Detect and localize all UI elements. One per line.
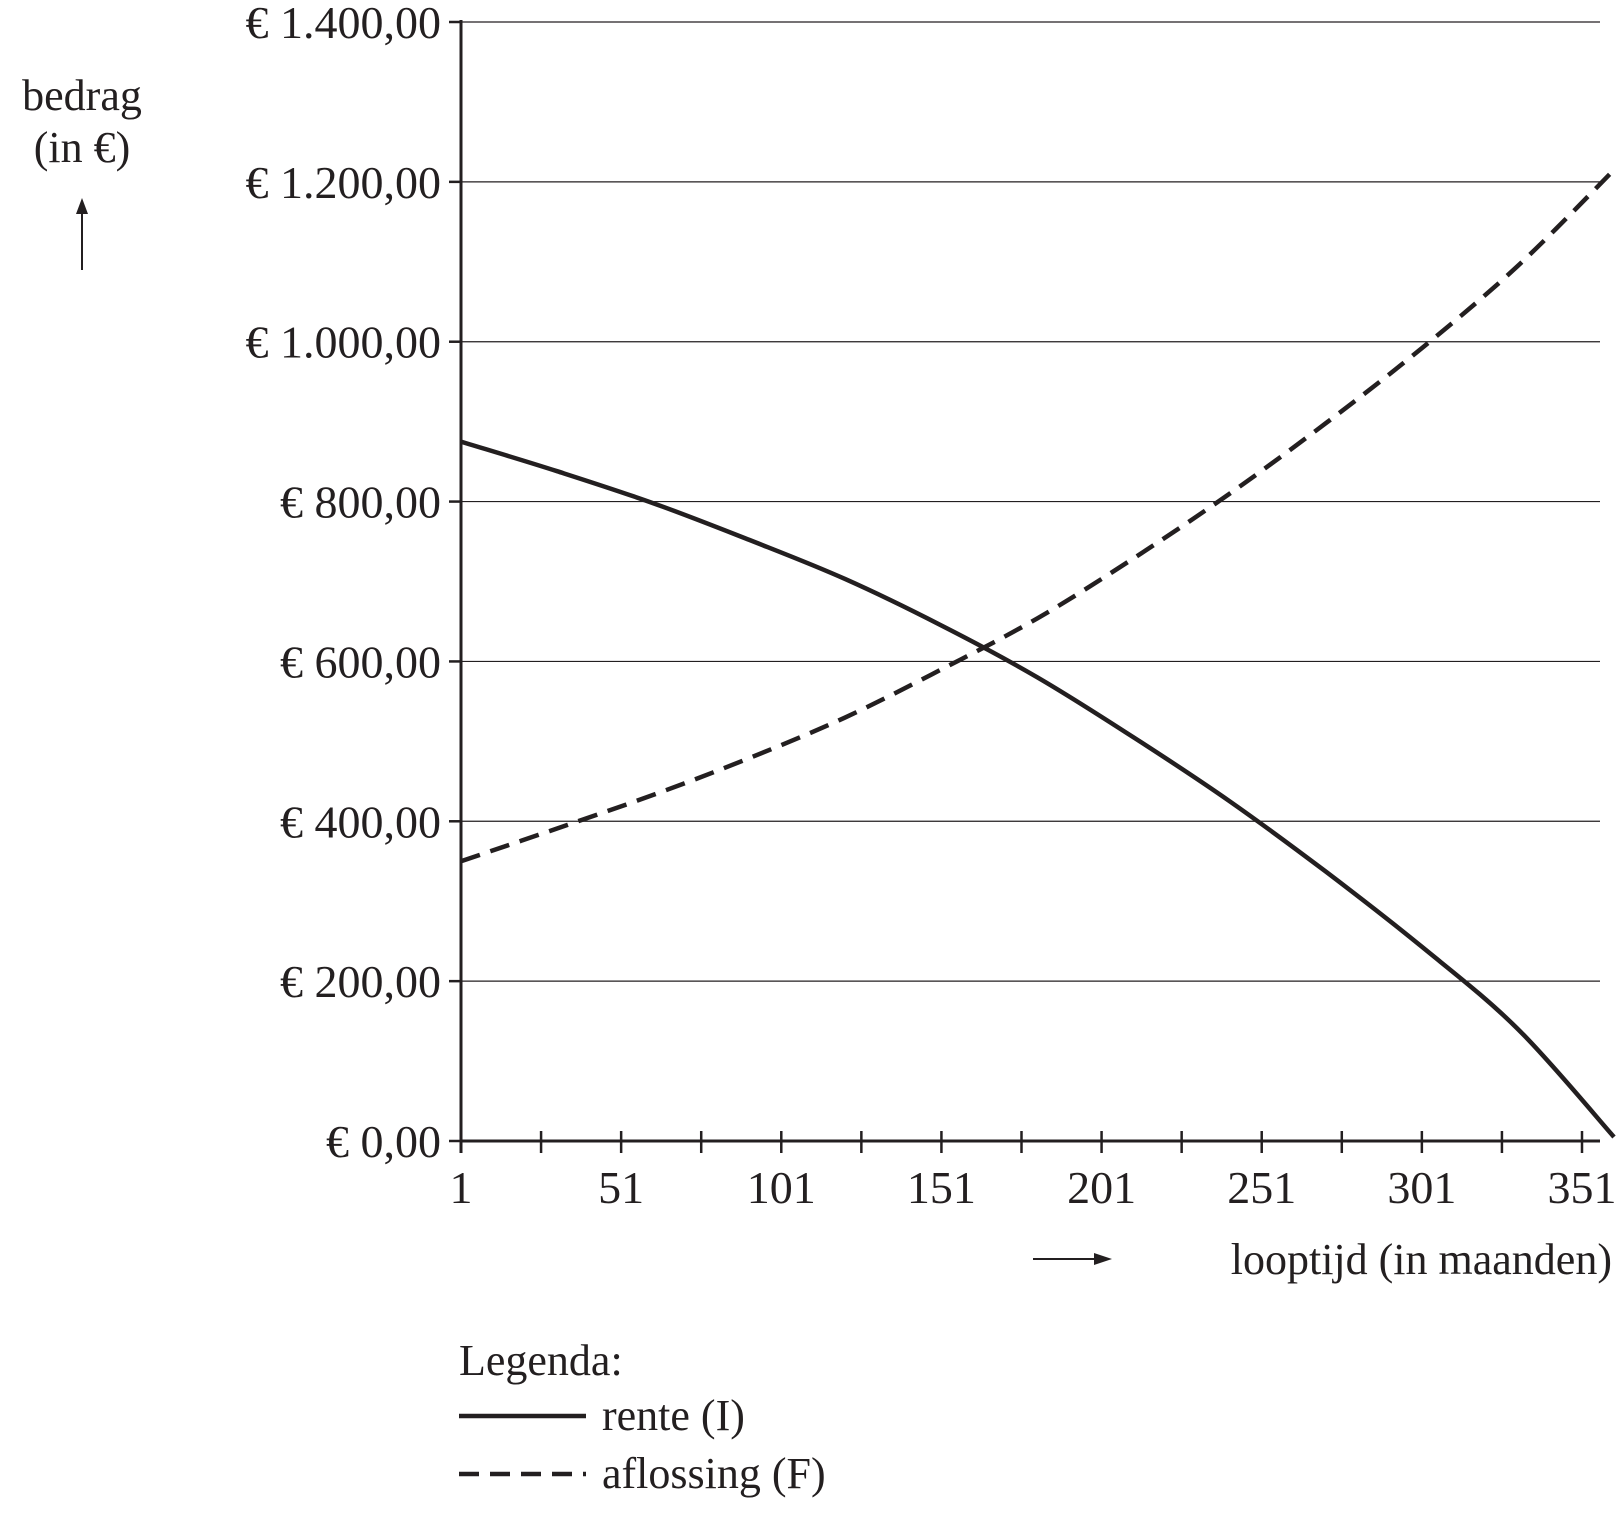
legend-title: Legenda: — [459, 1336, 623, 1385]
y-tick-label: € 600,00 — [280, 636, 441, 687]
x-tick-label: 151 — [907, 1162, 976, 1213]
legend-label: aflossing (F) — [602, 1449, 826, 1498]
x-tick-label: 201 — [1067, 1162, 1136, 1213]
y-axis-label-line-2: (in €) — [34, 123, 131, 172]
series-lines — [460, 168, 1616, 1139]
legend: rente (I) aflossing (F) — [459, 1391, 826, 1498]
y-tick-label: € 1.400,00 — [246, 0, 442, 48]
tick-labels: € 0,00 € 200,00 € 400,00 € 600,00 € 800,00 € … — [246, 0, 1616, 1213]
y-tick-label: € 1.200,00 — [246, 157, 442, 208]
y-tick-label: € 1.000,00 — [246, 317, 442, 368]
y-tick-label: € 200,00 — [280, 956, 441, 1007]
y-axis-label-line-1: bedrag — [22, 71, 142, 120]
y-axis-arrow-icon — [76, 198, 88, 270]
x-tick-label: 1 — [450, 1162, 473, 1213]
x-tick-label: 351 — [1548, 1162, 1616, 1213]
x-tick-label: 251 — [1227, 1162, 1296, 1213]
series-line-aflossing — [460, 168, 1616, 864]
x-tick-label: 301 — [1387, 1162, 1456, 1213]
y-tick-label: € 800,00 — [280, 477, 441, 528]
y-tick-label: € 0,00 — [326, 1116, 441, 1167]
x-axis-arrow-icon — [1033, 1253, 1112, 1265]
x-tick-label: 51 — [598, 1162, 644, 1213]
x-axis-label: looptijd (in maanden) — [1231, 1235, 1612, 1284]
series-line-rente — [460, 439, 1616, 1139]
x-tick-label: 101 — [747, 1162, 816, 1213]
axes — [449, 20, 1600, 1153]
y-tick-label: € 400,00 — [280, 796, 441, 847]
legend-label: rente (I) — [602, 1391, 745, 1440]
gridlines — [461, 21, 1600, 982]
